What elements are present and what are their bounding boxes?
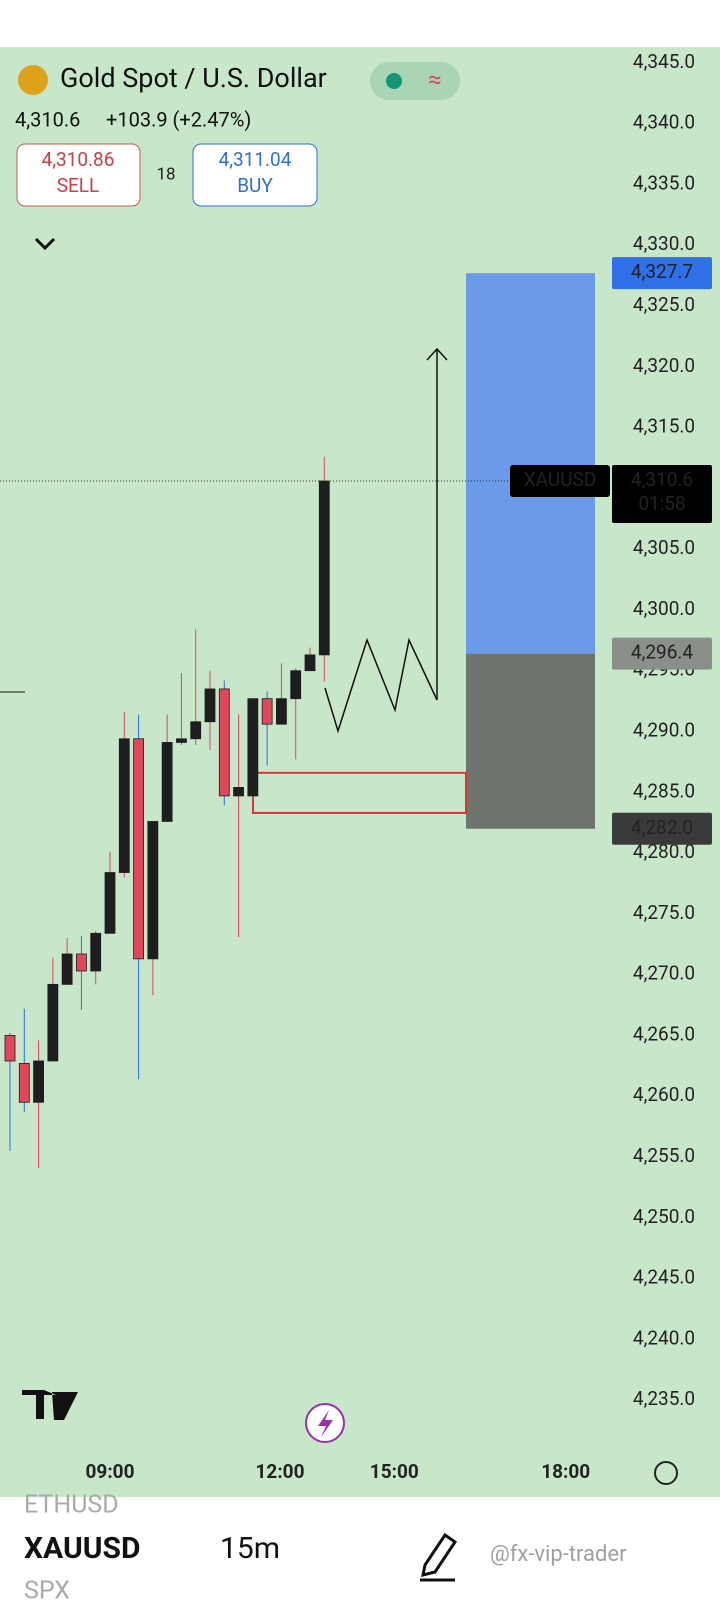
candle-body — [4, 1035, 16, 1062]
y-tick-label: 4,285.0 — [633, 779, 695, 802]
candle-body — [76, 953, 87, 972]
x-tick-label: 18:00 — [541, 1460, 590, 1483]
plot: 4,235.0 4,240.0 4,245.0 4,250.0 4,255.0 4,260… — [0, 50, 712, 1483]
candle-body — [204, 688, 216, 723]
symbol[interactable]: XAUUSD — [24, 1531, 140, 1566]
draw-icon[interactable] — [420, 1532, 458, 1582]
candle-body — [161, 742, 173, 822]
bottom-bar — [0, 1497, 720, 1600]
current-price-label: 4,310.6 — [631, 468, 693, 491]
candle-body — [176, 738, 187, 743]
y-tick-label: 4,330.0 — [633, 232, 695, 255]
candle-body — [261, 698, 273, 725]
symbol-tag-label: XAUUSD — [524, 468, 597, 491]
y-tick-label: 4,245.0 — [633, 1266, 695, 1289]
sell-price: 4,310.86 — [42, 148, 115, 171]
y-tick-label: 4,320.0 — [633, 354, 695, 377]
candle-body — [304, 654, 316, 672]
price-tag-label: 4,282.0 — [631, 816, 693, 839]
y-tick-label: 4,235.0 — [633, 1387, 695, 1410]
symbol-tag — [510, 465, 610, 498]
settings-icon[interactable] — [654, 1461, 678, 1485]
spread: 18 — [156, 164, 175, 184]
candle-body — [33, 1060, 44, 1103]
collapse-chevron[interactable] — [34, 237, 56, 251]
y-tick-label: 4,280.0 — [633, 840, 695, 863]
buy-price: 4,311.04 — [219, 148, 292, 171]
watermark: @fx-vip-trader — [490, 1542, 627, 1567]
y-tick-label: 4,345.0 — [633, 50, 695, 73]
y-tick-label: 4,335.0 — [633, 171, 695, 194]
y-tick-label: 4,305.0 — [633, 536, 695, 559]
candle-body — [290, 670, 302, 700]
candle-body — [318, 480, 330, 656]
buy-button[interactable] — [192, 143, 318, 207]
y-tick-label: 4,270.0 — [633, 962, 695, 985]
current-price-tag — [612, 465, 712, 524]
x-tick-label: 09:00 — [86, 1460, 135, 1483]
price-tag — [612, 637, 712, 670]
prev-symbol[interactable]: ETHUSD — [24, 1491, 119, 1520]
y-tick-label: 4,290.0 — [633, 719, 695, 742]
profit-zone — [466, 273, 595, 654]
price-tag — [612, 257, 712, 290]
y-tick-label: 4,340.0 — [633, 111, 695, 134]
candle-body — [218, 688, 230, 797]
flash-icon — [318, 1410, 333, 1437]
price-tag — [612, 812, 712, 845]
sell-button[interactable] — [16, 143, 141, 207]
y-tick-label: 4,250.0 — [633, 1205, 695, 1228]
y-tick-label: 4,275.0 — [633, 901, 695, 924]
projection-arrow — [426, 347, 448, 700]
y-tick-label: 4,255.0 — [633, 1144, 695, 1167]
sell-label: SELL — [57, 174, 100, 197]
price-change: +103.9 (+2.47%) — [106, 107, 251, 131]
candle-body — [247, 698, 259, 797]
candle-body — [47, 983, 59, 1062]
x-tick-label: 15:00 — [370, 1460, 419, 1483]
next-symbol[interactable]: SPX — [24, 1577, 70, 1604]
y-tick-label: 4,260.0 — [633, 1083, 695, 1106]
market-open-dot — [386, 73, 402, 89]
y-tick-label: 4,315.0 — [633, 415, 695, 438]
y-tick-label: 4,265.0 — [633, 1022, 695, 1045]
candle-body — [118, 738, 130, 873]
y-tick-label: 4,240.0 — [633, 1326, 695, 1349]
price-tag-label: 4,296.4 — [631, 641, 693, 664]
candle-body — [90, 932, 102, 972]
interval[interactable]: 15m — [220, 1531, 280, 1566]
tv-logo — [22, 1390, 78, 1420]
projection-zigzag — [324, 637, 438, 734]
gold-icon — [18, 65, 48, 95]
symbol-title: Gold Spot / U.S. Dollar — [60, 62, 327, 94]
candle-body — [147, 821, 159, 960]
y-tick-label: 4,300.0 — [633, 597, 695, 620]
candle-body — [133, 738, 144, 960]
candle-body — [104, 872, 116, 934]
candle-body — [190, 721, 202, 740]
y-tick-label: 4,325.0 — [633, 293, 695, 316]
loss-zone — [466, 653, 595, 829]
last-price: 4,310.6 — [15, 107, 80, 131]
wave-icon: ≈ — [428, 65, 442, 93]
status-pill[interactable] — [370, 62, 460, 100]
buy-label: BUY — [237, 174, 273, 197]
x-tick-label: 12:00 — [256, 1460, 305, 1483]
price-tag-label: 4,327.7 — [631, 260, 693, 283]
candle-body — [18, 1062, 30, 1103]
candle-body — [276, 698, 287, 725]
countdown: 01:58 — [638, 492, 685, 515]
candle-body — [61, 953, 73, 985]
candle-body — [233, 787, 244, 797]
